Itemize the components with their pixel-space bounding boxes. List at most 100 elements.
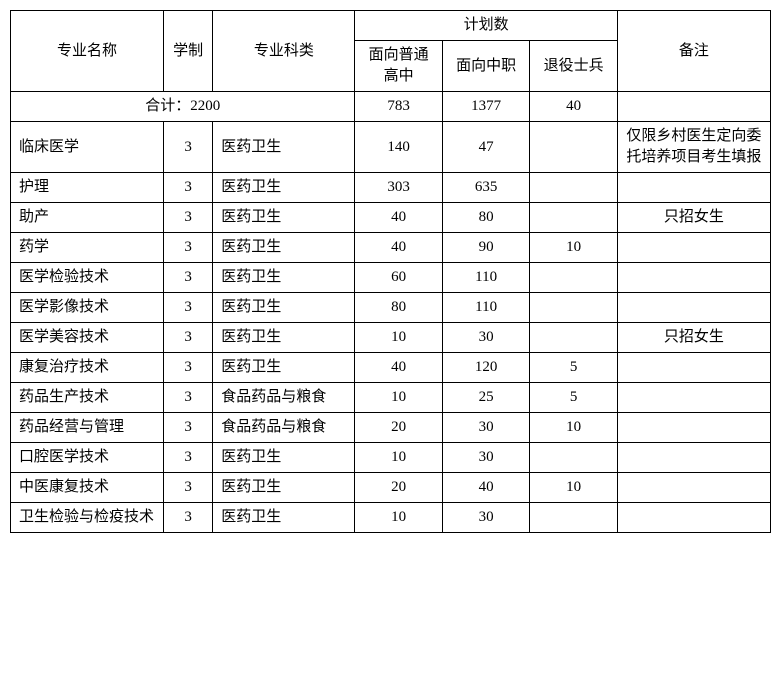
table-row: 口腔医学技术3医药卫生1030: [11, 443, 771, 473]
cell-category: 医药卫生: [213, 323, 355, 353]
cell-name: 医学美容技术: [11, 323, 164, 353]
total-label: 合计：2200: [11, 92, 355, 122]
cell-plan1: 80: [355, 293, 442, 323]
table-row: 助产3医药卫生4080只招女生: [11, 203, 771, 233]
cell-plan3: [530, 122, 618, 173]
cell-plan2: 30: [442, 503, 529, 533]
cell-note: [617, 413, 770, 443]
cell-name: 药学: [11, 233, 164, 263]
header-plan3: 退役士兵: [530, 41, 618, 92]
cell-name: 临床医学: [11, 122, 164, 173]
cell-plan2: 120: [442, 353, 529, 383]
cell-note: 只招女生: [617, 323, 770, 353]
cell-plan3: [530, 203, 618, 233]
cell-years: 3: [164, 203, 213, 233]
cell-plan3: [530, 293, 618, 323]
cell-note: [617, 263, 770, 293]
table-row: 卫生检验与检疫技术3医药卫生1030: [11, 503, 771, 533]
cell-years: 3: [164, 173, 213, 203]
cell-plan1: 10: [355, 443, 442, 473]
cell-plan3: 10: [530, 233, 618, 263]
cell-note: [617, 353, 770, 383]
cell-category: 医药卫生: [213, 203, 355, 233]
cell-name: 药品经营与管理: [11, 413, 164, 443]
cell-plan2: 80: [442, 203, 529, 233]
total-note: [617, 92, 770, 122]
cell-years: 3: [164, 353, 213, 383]
cell-plan3: 10: [530, 413, 618, 443]
cell-years: 3: [164, 443, 213, 473]
cell-plan1: 40: [355, 203, 442, 233]
cell-plan1: 10: [355, 323, 442, 353]
cell-note: [617, 293, 770, 323]
cell-plan2: 90: [442, 233, 529, 263]
cell-plan1: 140: [355, 122, 442, 173]
table-row: 医学检验技术3医药卫生60110: [11, 263, 771, 293]
table-row: 临床医学3医药卫生14047仅限乡村医生定向委托培养项目考生填报: [11, 122, 771, 173]
cell-years: 3: [164, 263, 213, 293]
cell-name: 护理: [11, 173, 164, 203]
total-row: 合计：2200 783 1377 40: [11, 92, 771, 122]
header-category: 专业科类: [213, 11, 355, 92]
cell-years: 3: [164, 383, 213, 413]
cell-note: [617, 383, 770, 413]
cell-years: 3: [164, 122, 213, 173]
cell-plan1: 40: [355, 233, 442, 263]
table-row: 中医康复技术3医药卫生204010: [11, 473, 771, 503]
cell-plan2: 30: [442, 443, 529, 473]
cell-plan1: 10: [355, 503, 442, 533]
cell-plan3: [530, 503, 618, 533]
cell-category: 医药卫生: [213, 503, 355, 533]
cell-note: [617, 473, 770, 503]
cell-plan2: 40: [442, 473, 529, 503]
header-plan-group: 计划数: [355, 11, 617, 41]
cell-plan2: 30: [442, 323, 529, 353]
cell-years: 3: [164, 293, 213, 323]
cell-name: 卫生检验与检疫技术: [11, 503, 164, 533]
cell-plan3: 5: [530, 353, 618, 383]
header-years: 学制: [164, 11, 213, 92]
cell-plan2: 635: [442, 173, 529, 203]
table-body: 合计：2200 783 1377 40 临床医学3医药卫生14047仅限乡村医生…: [11, 92, 771, 533]
cell-plan3: 10: [530, 473, 618, 503]
cell-name: 口腔医学技术: [11, 443, 164, 473]
cell-plan1: 40: [355, 353, 442, 383]
cell-plan1: 60: [355, 263, 442, 293]
cell-name: 康复治疗技术: [11, 353, 164, 383]
table-row: 药品生产技术3食品药品与粮食10255: [11, 383, 771, 413]
cell-plan3: [530, 323, 618, 353]
cell-plan3: [530, 443, 618, 473]
cell-category: 医药卫生: [213, 263, 355, 293]
cell-plan1: 303: [355, 173, 442, 203]
cell-plan2: 110: [442, 293, 529, 323]
cell-note: [617, 503, 770, 533]
table-row: 医学美容技术3医药卫生1030 只招女生: [11, 323, 771, 353]
cell-plan2: 30: [442, 413, 529, 443]
table-row: 药学3医药卫生409010: [11, 233, 771, 263]
cell-category: 医药卫生: [213, 443, 355, 473]
header-note: 备注: [617, 11, 770, 92]
cell-name: 中医康复技术: [11, 473, 164, 503]
cell-category: 食品药品与粮食: [213, 413, 355, 443]
cell-note: 仅限乡村医生定向委托培养项目考生填报: [617, 122, 770, 173]
cell-name: 医学影像技术: [11, 293, 164, 323]
cell-years: 3: [164, 323, 213, 353]
cell-name: 助产: [11, 203, 164, 233]
header-name: 专业名称: [11, 11, 164, 92]
cell-years: 3: [164, 503, 213, 533]
cell-plan3: [530, 263, 618, 293]
cell-name: 药品生产技术: [11, 383, 164, 413]
cell-category: 医药卫生: [213, 353, 355, 383]
cell-note: [617, 173, 770, 203]
header-plan1: 面向普通高中: [355, 41, 442, 92]
total-p2: 1377: [442, 92, 529, 122]
cell-years: 3: [164, 473, 213, 503]
cell-plan1: 20: [355, 413, 442, 443]
cell-category: 食品药品与粮食: [213, 383, 355, 413]
table-row: 康复治疗技术3医药卫生401205: [11, 353, 771, 383]
cell-plan3: 5: [530, 383, 618, 413]
table-header: 专业名称 学制 专业科类 计划数 备注 面向普通高中 面向中职 退役士兵: [11, 11, 771, 92]
cell-category: 医药卫生: [213, 173, 355, 203]
cell-years: 3: [164, 233, 213, 263]
table-row: 护理3医药卫生303635: [11, 173, 771, 203]
